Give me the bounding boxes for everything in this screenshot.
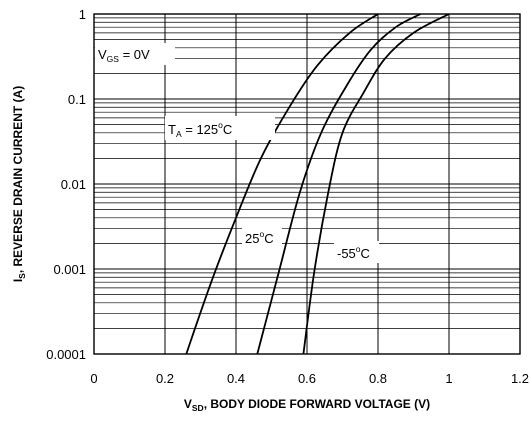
x-tick-label: 0.4 [227,371,245,386]
y-tick-label: 0.1 [68,92,86,107]
x-tick-label: 0.8 [369,371,387,386]
grid [93,14,521,355]
x-tick-label: 0 [90,371,97,386]
ta-annotation-bg [165,116,275,140]
x-axis-label: VSD, BODY DIODE FORWARD VOLTAGE (V) [184,397,430,413]
series-line-125C [185,13,379,355]
y-tick-label: 0.001 [53,262,86,277]
x-tick-label: 0.2 [156,371,174,386]
series-line-minus-55C [302,13,450,355]
vgs-annotation: VGS = 0V [98,47,150,64]
vgs-annotation-bg [95,43,175,65]
tm55-annotation-bg [334,241,379,263]
x-tick-label: 1 [445,371,452,386]
x-tick-label: 0.6 [298,371,316,386]
y-tick-label: 1 [79,7,86,22]
y-axis-label: IS, REVERSE DRAIN CURRENT (A) [11,86,27,282]
annotations: VGS = 0V TA = 125oC 25oC -55oC [95,43,379,263]
tm55-annotation: -55oC [337,244,370,261]
series-line-25C [256,13,422,355]
y-tick-labels: 1 0.1 0.01 0.001 0.0001 [46,7,86,362]
x-tick-labels: 0 0.2 0.4 0.6 0.8 1 1.2 [90,371,529,386]
plot-frame [93,13,521,355]
ta-annotation: TA = 125oC [168,120,232,139]
x-tick-label: 1.2 [511,371,529,386]
t25-annotation: 25oC [245,229,274,246]
y-tick-label: 0.01 [61,177,86,192]
y-tick-label: 0.0001 [46,347,86,362]
t25-annotation-bg [242,226,282,248]
series-lines [185,13,450,355]
